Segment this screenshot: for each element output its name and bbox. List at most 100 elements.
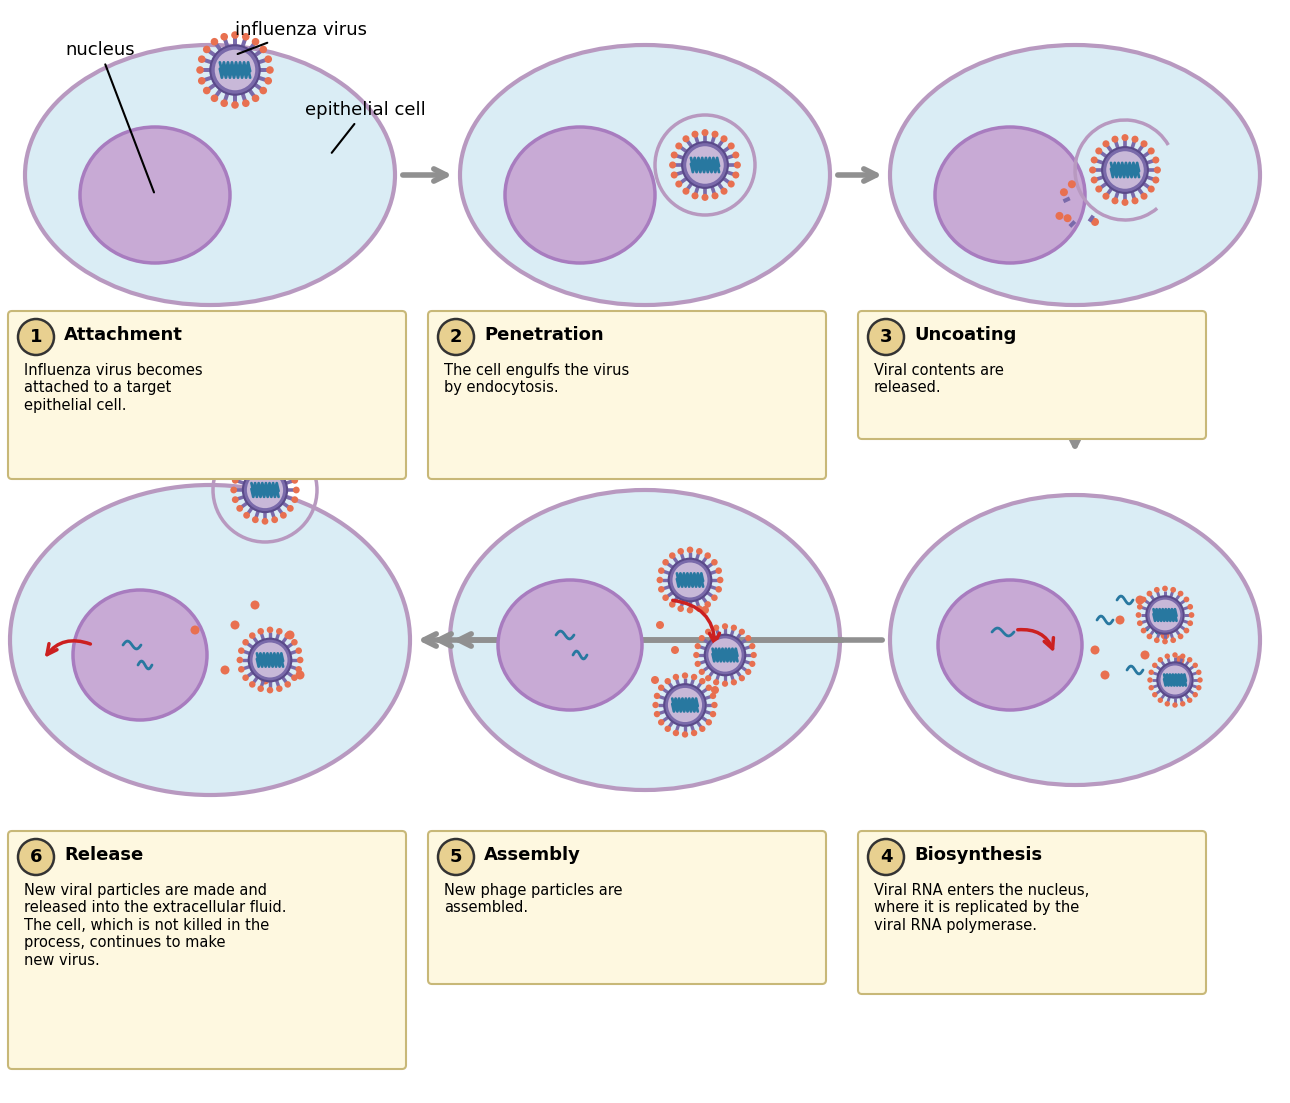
Circle shape bbox=[699, 668, 704, 675]
Circle shape bbox=[662, 595, 670, 601]
Bar bbox=[1068, 221, 1076, 228]
Circle shape bbox=[213, 405, 218, 410]
Circle shape bbox=[670, 161, 676, 169]
Circle shape bbox=[1147, 597, 1184, 634]
Text: Release: Release bbox=[64, 846, 143, 864]
Circle shape bbox=[292, 639, 298, 645]
Ellipse shape bbox=[890, 495, 1260, 785]
Circle shape bbox=[243, 468, 288, 512]
Circle shape bbox=[249, 639, 292, 682]
Circle shape bbox=[252, 38, 259, 45]
Circle shape bbox=[1135, 612, 1142, 618]
Circle shape bbox=[677, 548, 684, 555]
Circle shape bbox=[730, 624, 737, 631]
Circle shape bbox=[657, 577, 663, 583]
Circle shape bbox=[246, 472, 283, 508]
Circle shape bbox=[658, 567, 664, 574]
Circle shape bbox=[1196, 685, 1201, 690]
Circle shape bbox=[259, 87, 267, 95]
Circle shape bbox=[691, 192, 698, 200]
Circle shape bbox=[706, 675, 711, 682]
Circle shape bbox=[657, 621, 664, 629]
Circle shape bbox=[710, 693, 716, 699]
Circle shape bbox=[267, 627, 273, 633]
Circle shape bbox=[746, 668, 751, 675]
Circle shape bbox=[1107, 151, 1144, 189]
Circle shape bbox=[682, 188, 689, 195]
Text: influenza virus: influenza virus bbox=[235, 21, 366, 54]
Ellipse shape bbox=[890, 45, 1260, 306]
Circle shape bbox=[292, 476, 298, 484]
Circle shape bbox=[706, 685, 712, 690]
Text: Assembly: Assembly bbox=[484, 846, 580, 864]
Text: Biosynthesis: Biosynthesis bbox=[915, 846, 1042, 864]
Circle shape bbox=[262, 518, 268, 525]
Circle shape bbox=[271, 516, 279, 523]
Circle shape bbox=[1068, 180, 1076, 189]
Circle shape bbox=[203, 87, 210, 95]
Circle shape bbox=[739, 675, 746, 682]
Circle shape bbox=[749, 643, 756, 650]
Circle shape bbox=[1147, 633, 1152, 640]
Circle shape bbox=[1155, 638, 1160, 643]
Circle shape bbox=[711, 702, 717, 708]
Circle shape bbox=[716, 567, 722, 574]
Circle shape bbox=[702, 129, 708, 136]
Circle shape bbox=[711, 559, 717, 566]
Circle shape bbox=[245, 373, 250, 378]
Bar bbox=[1063, 196, 1071, 203]
Circle shape bbox=[699, 726, 706, 732]
Circle shape bbox=[439, 839, 473, 875]
Circle shape bbox=[1131, 136, 1139, 142]
Circle shape bbox=[691, 586, 699, 595]
Circle shape bbox=[1170, 638, 1176, 643]
Circle shape bbox=[1090, 157, 1098, 163]
Circle shape bbox=[236, 505, 243, 512]
Circle shape bbox=[1090, 645, 1099, 654]
Circle shape bbox=[222, 382, 258, 418]
Circle shape bbox=[286, 468, 294, 475]
Circle shape bbox=[18, 319, 54, 355]
Circle shape bbox=[280, 461, 286, 468]
Circle shape bbox=[1095, 185, 1103, 193]
Circle shape bbox=[253, 643, 288, 677]
Circle shape bbox=[217, 413, 222, 418]
Circle shape bbox=[671, 646, 679, 654]
Circle shape bbox=[668, 559, 711, 601]
Text: 6: 6 bbox=[30, 848, 43, 866]
Circle shape bbox=[258, 628, 264, 634]
Circle shape bbox=[716, 586, 722, 592]
Circle shape bbox=[675, 142, 682, 150]
Circle shape bbox=[210, 38, 218, 45]
Circle shape bbox=[1103, 193, 1109, 200]
Circle shape bbox=[672, 730, 679, 736]
Circle shape bbox=[266, 66, 273, 74]
Circle shape bbox=[710, 711, 716, 717]
Circle shape bbox=[18, 839, 54, 875]
Circle shape bbox=[292, 496, 298, 503]
Circle shape bbox=[1149, 600, 1180, 630]
Circle shape bbox=[239, 666, 245, 673]
Circle shape bbox=[1188, 612, 1195, 618]
Text: 3: 3 bbox=[880, 328, 893, 346]
Circle shape bbox=[1157, 697, 1164, 703]
Circle shape bbox=[1148, 670, 1155, 675]
Circle shape bbox=[276, 628, 283, 634]
Circle shape bbox=[739, 629, 746, 635]
FancyBboxPatch shape bbox=[858, 311, 1206, 439]
Circle shape bbox=[236, 468, 243, 475]
Circle shape bbox=[1173, 652, 1178, 657]
Circle shape bbox=[658, 719, 664, 726]
Circle shape bbox=[1152, 692, 1157, 697]
Circle shape bbox=[276, 685, 283, 692]
Circle shape bbox=[231, 31, 239, 39]
Circle shape bbox=[286, 505, 294, 512]
Circle shape bbox=[1089, 167, 1096, 173]
Circle shape bbox=[213, 389, 218, 395]
Bar bbox=[1087, 215, 1095, 223]
Circle shape bbox=[1140, 628, 1147, 633]
Circle shape bbox=[1187, 657, 1192, 663]
Circle shape bbox=[212, 397, 217, 403]
Text: The cell engulfs the virus
by endocytosis.: The cell engulfs the virus by endocytosi… bbox=[444, 363, 630, 395]
FancyBboxPatch shape bbox=[8, 831, 406, 1069]
